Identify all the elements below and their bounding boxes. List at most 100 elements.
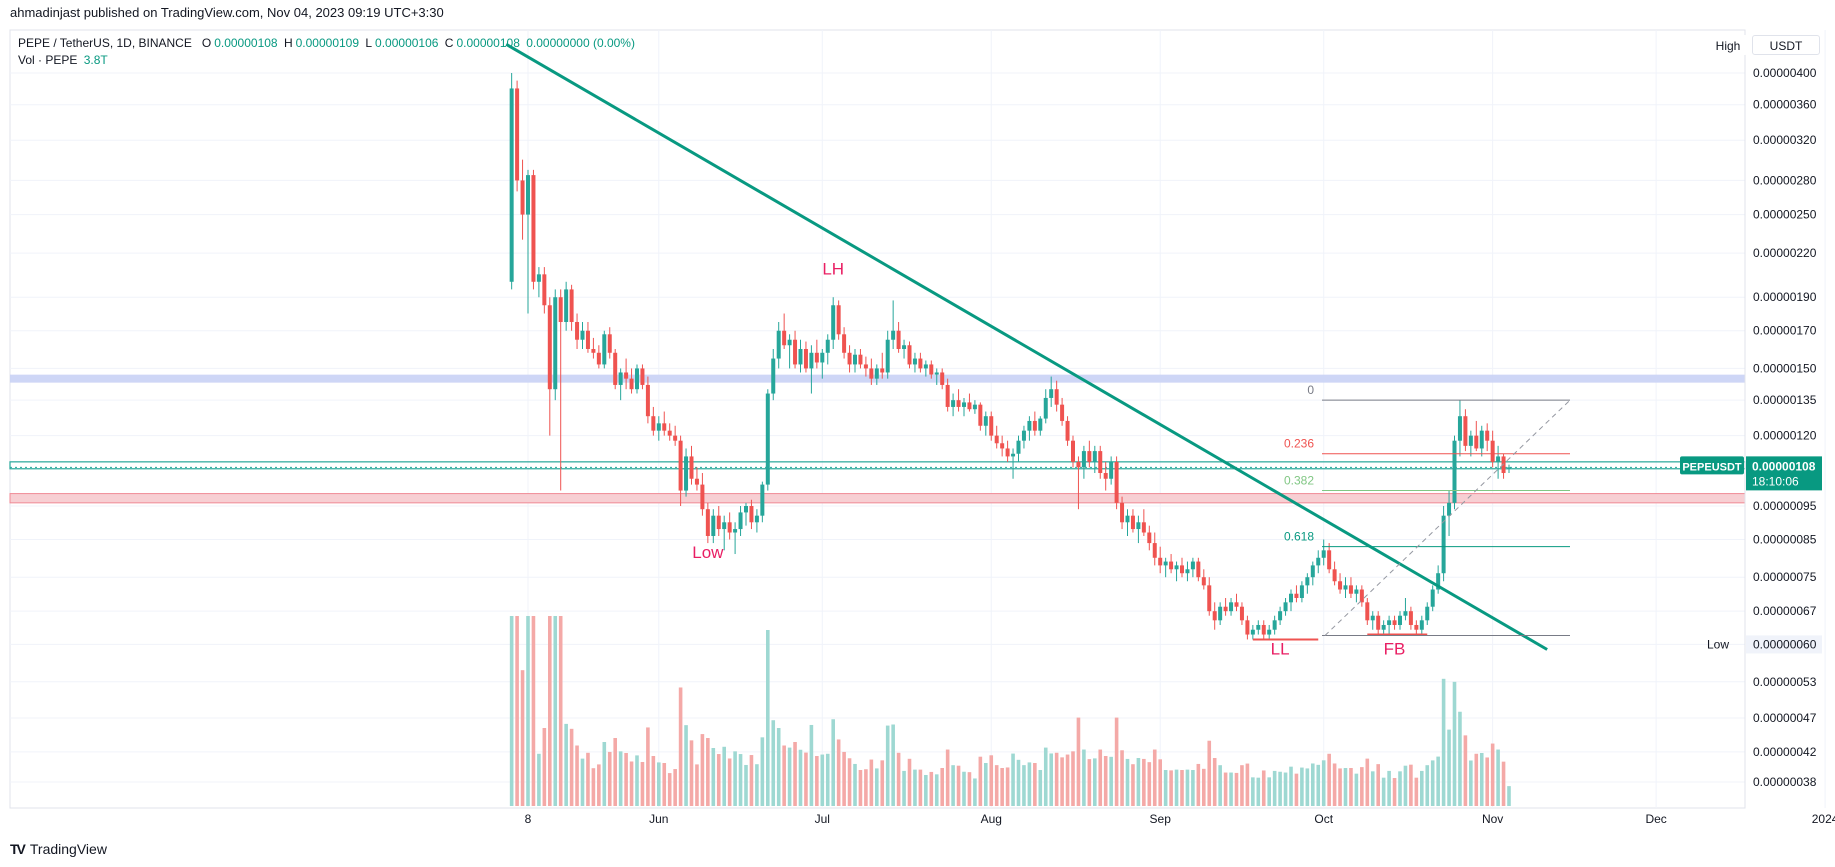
candle-body bbox=[684, 456, 689, 491]
candle-body bbox=[1278, 611, 1283, 621]
candle bbox=[798, 339, 803, 373]
candle bbox=[585, 321, 590, 353]
candle bbox=[1141, 509, 1146, 536]
candle-body bbox=[1016, 440, 1021, 454]
candle-body bbox=[1348, 585, 1353, 594]
candle-body bbox=[727, 522, 732, 533]
candle bbox=[831, 297, 836, 349]
volume-bar bbox=[1136, 758, 1141, 806]
high-button[interactable]: High bbox=[1708, 35, 1748, 55]
candle-body bbox=[869, 368, 874, 379]
volume-bar bbox=[613, 738, 617, 806]
candle bbox=[754, 509, 759, 533]
volume-bar bbox=[1321, 760, 1326, 806]
candle-body bbox=[580, 330, 585, 340]
resistance-band bbox=[10, 374, 1745, 383]
x-tick-label: Nov bbox=[1482, 812, 1503, 826]
legend-high: 0.00000109 bbox=[295, 36, 360, 50]
tradingview-footer[interactable]: TV TradingView bbox=[10, 841, 107, 857]
candle-body bbox=[803, 348, 808, 369]
candle bbox=[1479, 425, 1484, 457]
candle bbox=[547, 297, 552, 436]
candle bbox=[662, 411, 667, 436]
candle-body bbox=[536, 274, 541, 282]
candle-body bbox=[1229, 602, 1234, 612]
candle-body bbox=[760, 484, 765, 516]
volume-bar bbox=[1430, 760, 1435, 806]
candle bbox=[1490, 430, 1495, 468]
volume-bar bbox=[815, 756, 819, 806]
descending-trendline bbox=[505, 42, 1548, 651]
candle bbox=[689, 445, 694, 485]
candle bbox=[885, 330, 890, 379]
volume-bar bbox=[667, 773, 672, 806]
candle-body bbox=[1299, 585, 1304, 598]
candle bbox=[803, 341, 808, 373]
candle-body bbox=[526, 175, 530, 215]
candle-body bbox=[1381, 624, 1386, 630]
candle-body bbox=[1239, 606, 1244, 621]
candle bbox=[1207, 577, 1212, 616]
candle-body bbox=[667, 430, 672, 436]
currency-button[interactable]: USDT bbox=[1752, 35, 1820, 55]
chart-drawings bbox=[505, 42, 1571, 651]
candle-body bbox=[678, 440, 683, 491]
candle bbox=[744, 502, 748, 526]
candle-body bbox=[1316, 557, 1321, 566]
candle-body bbox=[923, 364, 928, 369]
candle-body bbox=[1436, 573, 1441, 590]
candle-body bbox=[1011, 453, 1016, 457]
volume-bar bbox=[864, 769, 868, 806]
candle-body bbox=[1180, 565, 1184, 574]
candle-body bbox=[575, 321, 580, 340]
candle bbox=[515, 80, 520, 192]
candle-body bbox=[700, 484, 705, 510]
candle-body bbox=[1218, 606, 1223, 621]
candle-body bbox=[645, 384, 650, 417]
candle bbox=[1212, 602, 1217, 630]
candle bbox=[678, 435, 683, 507]
candle bbox=[978, 402, 983, 431]
candle bbox=[912, 352, 917, 373]
candle-body bbox=[1038, 418, 1043, 431]
candle-body bbox=[1305, 577, 1310, 586]
candle bbox=[793, 330, 798, 369]
candle-body bbox=[1212, 611, 1217, 621]
candle bbox=[1120, 496, 1125, 530]
candle bbox=[591, 337, 596, 359]
y-tick-label: 0.00000085 bbox=[1753, 533, 1817, 547]
candle bbox=[1092, 445, 1097, 474]
candle-body bbox=[1310, 565, 1315, 578]
volume-bar bbox=[1212, 758, 1217, 806]
candle-body bbox=[1071, 440, 1075, 462]
volume-bar bbox=[602, 742, 607, 806]
candle bbox=[1229, 597, 1234, 616]
candle bbox=[1441, 506, 1446, 582]
candle bbox=[1447, 490, 1452, 536]
candle-body bbox=[716, 515, 721, 530]
volume-bar bbox=[858, 770, 863, 806]
candle bbox=[1316, 550, 1321, 574]
candle-body bbox=[651, 416, 656, 431]
candle bbox=[847, 345, 852, 373]
candle bbox=[836, 300, 841, 340]
candle-body bbox=[1321, 550, 1326, 558]
candle-body bbox=[891, 330, 896, 340]
volume-bar bbox=[1087, 759, 1092, 806]
candle-body bbox=[607, 334, 612, 353]
volume-bar bbox=[891, 724, 895, 806]
candle-body bbox=[1376, 615, 1381, 630]
candle-body bbox=[912, 358, 917, 365]
candle bbox=[951, 393, 956, 417]
symbol-tag: PEPEUSDT bbox=[1682, 461, 1742, 473]
volume-bar bbox=[798, 749, 803, 806]
candle-body bbox=[880, 368, 885, 373]
candle-body bbox=[1125, 515, 1130, 523]
volume-bar bbox=[1311, 763, 1315, 806]
candle-body bbox=[711, 515, 716, 536]
candle-body bbox=[1027, 420, 1032, 431]
volume-bar bbox=[520, 670, 525, 806]
candle-body bbox=[558, 297, 563, 322]
volume-bar bbox=[1027, 762, 1032, 806]
